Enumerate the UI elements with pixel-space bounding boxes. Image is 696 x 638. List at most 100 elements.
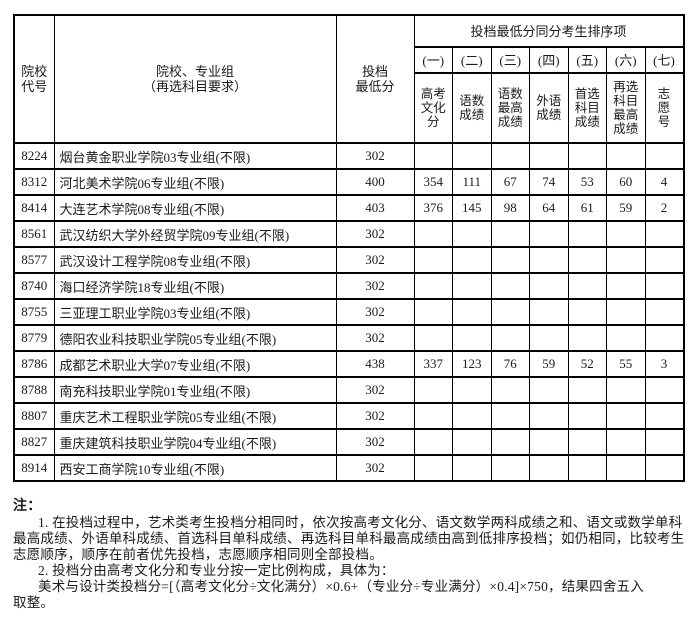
- cell-tiebreak-3: [490, 272, 530, 300]
- cell-tiebreak-4: 74: [529, 168, 569, 196]
- cell-tiebreak-1: [413, 454, 453, 482]
- table-body: 8224 烟台黄金职业学院03专业组(不限) 302 8312 河北美术学院06专业组(…: [13, 142, 685, 482]
- header-college-code: 院校 代号: [13, 14, 55, 144]
- subheader-label: 首选 科目 成绩: [567, 72, 607, 144]
- subheader-label: 语数 成绩: [452, 72, 492, 144]
- cell-tiebreak-5: [567, 376, 607, 404]
- note-line: 志愿顺序，顺序在前者优先投档，志愿顺序相同则全部投档。: [13, 547, 383, 562]
- cell-tiebreak-4: [529, 324, 569, 352]
- cell-tiebreak-7: [644, 324, 685, 352]
- subheader-label: 高考 文化 分: [413, 72, 453, 144]
- cell-min-score: 302: [335, 402, 415, 430]
- table-row: 8827 重庆建筑科技职业学院04专业组(不限) 302: [13, 428, 685, 456]
- cell-tiebreak-1: [413, 298, 453, 326]
- cell-tiebreak-4: [529, 376, 569, 404]
- cell-tiebreak-1: [413, 376, 453, 404]
- cell-tiebreak-2: [452, 298, 492, 326]
- cell-tiebreak-3: [490, 376, 530, 404]
- cell-tiebreak-3: 76: [490, 350, 530, 378]
- cell-tiebreak-5: 52: [567, 350, 607, 378]
- cell-tiebreak-5: [567, 246, 607, 274]
- cell-tiebreak-3: [490, 246, 530, 274]
- cell-tiebreak-5: [567, 142, 607, 170]
- table-header: 院校 代号 院校、专业组 （再选科目要求） 投档 最低分 投档最低分同分考生排序…: [13, 14, 685, 144]
- cell-tiebreak-4: [529, 142, 569, 170]
- cell-min-score: 302: [335, 142, 415, 170]
- subheader-number: (五): [567, 46, 607, 74]
- table-row: 8740 海口经济学院18专业组(不限) 302: [13, 272, 685, 300]
- cell-tiebreak-6: [606, 324, 646, 352]
- cell-college-group: 武汉纺织大学外经贸学院09专业组(不限): [53, 220, 337, 248]
- cell-tiebreak-6: 55: [606, 350, 646, 378]
- cell-college-group: 大连艺术学院08专业组(不限): [53, 194, 337, 222]
- cell-tiebreak-6: [606, 272, 646, 300]
- cell-tiebreak-2: [452, 246, 492, 274]
- cell-tiebreak-3: [490, 298, 530, 326]
- cell-college-code: 8312: [13, 168, 55, 196]
- cell-college-group: 德阳农业科技职业学院05专业组(不限): [53, 324, 337, 352]
- table-row: 8755 三亚理工职业学院03专业组(不限) 302: [13, 298, 685, 326]
- note-line: 美术与设计类投档分=[（高考文化分÷文化满分）×0.6+（专业分÷专业满分）×0…: [38, 579, 644, 594]
- cell-min-score: 302: [335, 428, 415, 456]
- cell-tiebreak-2: [452, 324, 492, 352]
- cell-tiebreak-1: [413, 324, 453, 352]
- notes-section: 注： 1. 在投档过程中，艺术类考生投档分相同时，依次按高考文化分、语文数学两科…: [13, 498, 684, 611]
- cell-tiebreak-5: [567, 220, 607, 248]
- cell-min-score: 302: [335, 298, 415, 326]
- cell-tiebreak-2: 123: [452, 350, 492, 378]
- cell-tiebreak-2: [452, 376, 492, 404]
- cell-tiebreak-6: [606, 376, 646, 404]
- cell-college-group: 成都艺术职业大学07专业组(不限): [53, 350, 337, 378]
- cell-tiebreak-1: [413, 402, 453, 430]
- cell-college-code: 8224: [13, 142, 55, 170]
- cell-college-group: 海口经济学院18专业组(不限): [53, 272, 337, 300]
- cell-college-code: 8788: [13, 376, 55, 404]
- cell-min-score: 302: [335, 376, 415, 404]
- cell-tiebreak-5: [567, 324, 607, 352]
- cell-tiebreak-5: [567, 428, 607, 456]
- admission-score-table: 院校 代号 院校、专业组 （再选科目要求） 投档 最低分 投档最低分同分考生排序…: [13, 14, 685, 482]
- table-row: 8786 成都艺术职业大学07专业组(不限) 438 337 123 76 59 52 55 3: [13, 350, 685, 378]
- cell-tiebreak-1: [413, 272, 453, 300]
- cell-tiebreak-2: [452, 220, 492, 248]
- cell-tiebreak-4: [529, 402, 569, 430]
- cell-tiebreak-3: [490, 324, 530, 352]
- cell-college-code: 8577: [13, 246, 55, 274]
- cell-tiebreak-7: [644, 272, 685, 300]
- cell-tiebreak-5: 61: [567, 194, 607, 222]
- cell-tiebreak-2: 145: [452, 194, 492, 222]
- subheader-number: (四): [529, 46, 569, 74]
- table-row: 8561 武汉纺织大学外经贸学院09专业组(不限) 302: [13, 220, 685, 248]
- cell-min-score: 438: [335, 350, 415, 378]
- cell-min-score: 302: [335, 246, 415, 274]
- cell-tiebreak-7: 4: [644, 168, 685, 196]
- cell-college-group: 三亚理工职业学院03专业组(不限): [53, 298, 337, 326]
- table-row: 8312 河北美术学院06专业组(不限) 400 354 111 67 74 53 60 4: [13, 168, 685, 196]
- notes-body: 1. 在投档过程中，艺术类考生投档分相同时，依次按高考文化分、语文数学两科成绩之…: [13, 515, 684, 611]
- cell-tiebreak-5: [567, 272, 607, 300]
- subheader-label: 语数 最高 成绩: [490, 72, 530, 144]
- cell-tiebreak-2: [452, 272, 492, 300]
- cell-tiebreak-6: 60: [606, 168, 646, 196]
- header-college-group: 院校、专业组 （再选科目要求）: [53, 14, 337, 144]
- subheader-number: (六): [606, 46, 646, 74]
- cell-tiebreak-2: [452, 454, 492, 482]
- cell-tiebreak-7: [644, 428, 685, 456]
- cell-tiebreak-4: [529, 298, 569, 326]
- cell-tiebreak-7: [644, 376, 685, 404]
- subheader-label-row: 高考 文化 分语数 成绩 语数 最高 成绩 外语 成绩 首选 科目 成绩 再选 科目 最…: [14, 72, 685, 144]
- notes-title: 注：: [13, 499, 42, 514]
- subheader-label: 外语 成绩: [529, 72, 569, 144]
- cell-tiebreak-3: [490, 142, 530, 170]
- cell-tiebreak-6: [606, 402, 646, 430]
- subheader-label: 志 愿 号: [644, 72, 685, 144]
- cell-tiebreak-3: [490, 454, 530, 482]
- cell-tiebreak-7: 2: [644, 194, 685, 222]
- cell-tiebreak-5: [567, 402, 607, 430]
- cell-tiebreak-3: 67: [490, 168, 530, 196]
- cell-college-code: 8807: [13, 402, 55, 430]
- cell-min-score: 302: [335, 324, 415, 352]
- cell-min-score: 302: [335, 220, 415, 248]
- note-line: 最高成绩、外语单科成绩、首选科目单科成绩、再选科目单科最高成绩由高到低排序投档；…: [13, 531, 685, 546]
